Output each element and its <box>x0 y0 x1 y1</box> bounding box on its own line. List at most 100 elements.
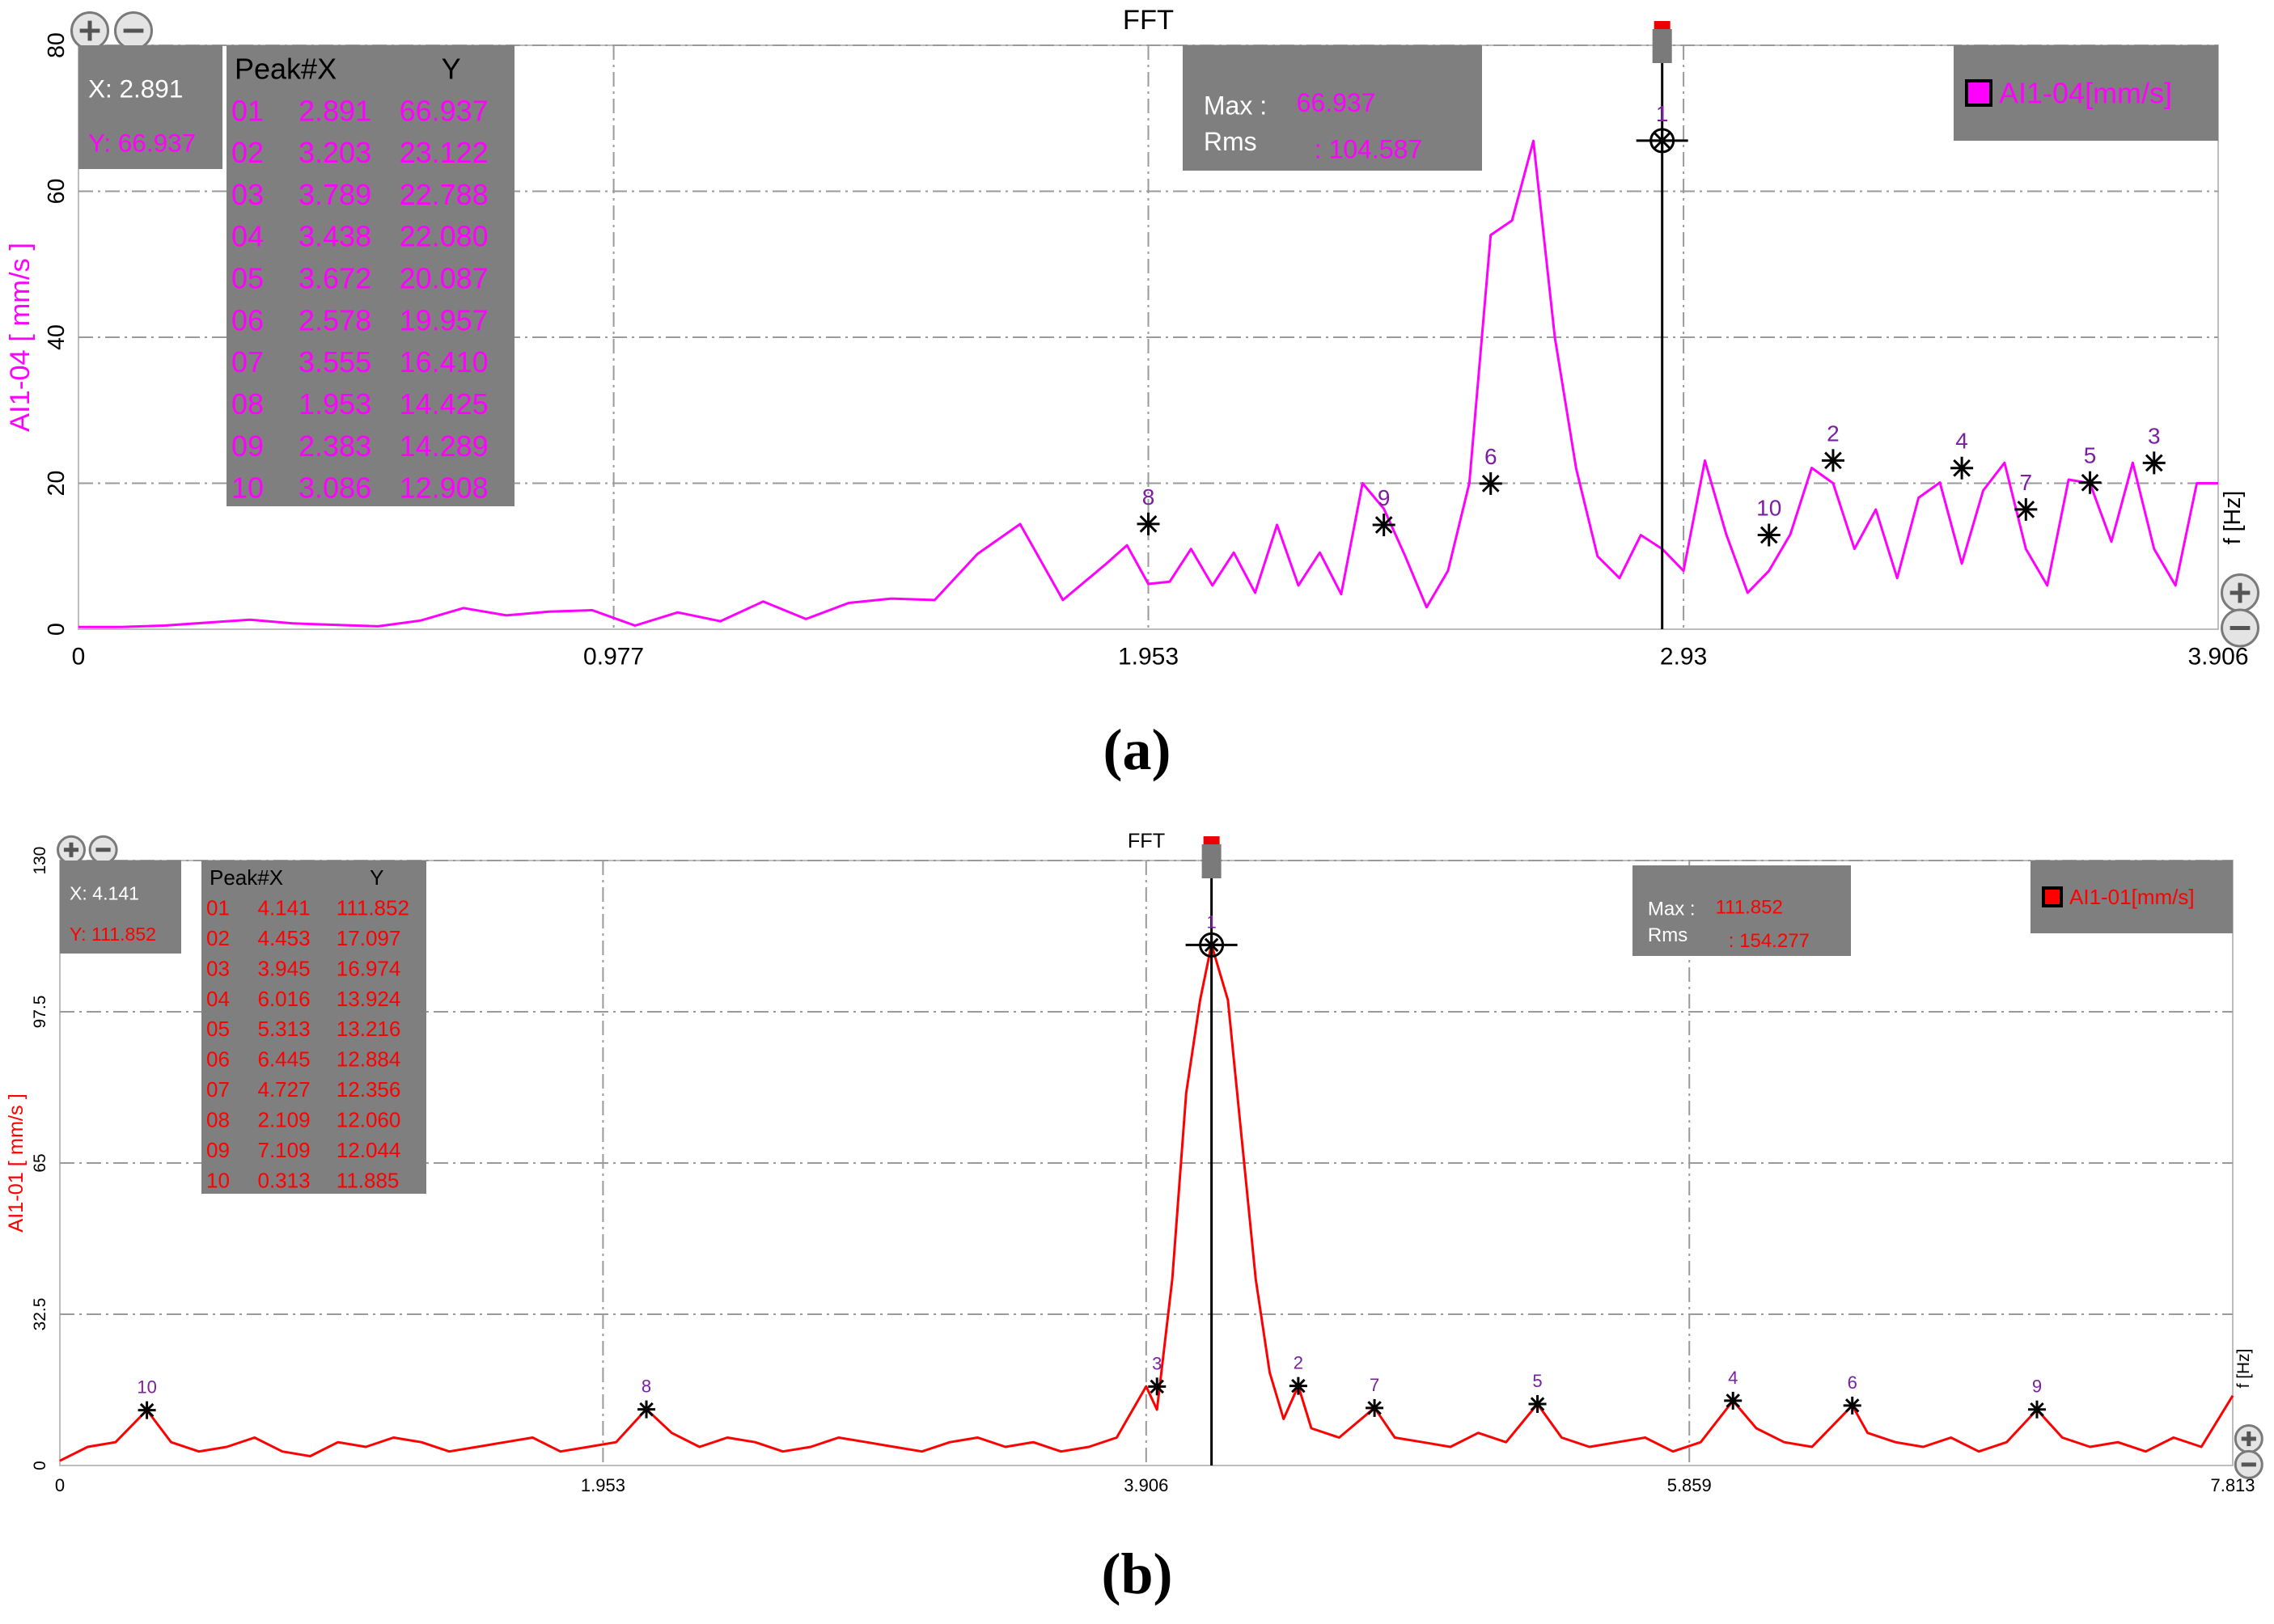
chart-title: FFT <box>1123 5 1174 36</box>
peak-table-cell: 12.356 <box>337 1077 401 1102</box>
peak-marker: 3 <box>2142 423 2166 475</box>
peak-star <box>1374 516 1393 534</box>
peak-table-cell: 03 <box>231 178 264 211</box>
y-axis-label: AI1-04 [ mm/s ] <box>5 243 36 432</box>
peak-marker: 6 <box>1479 444 1502 495</box>
peak-star <box>1291 1378 1306 1394</box>
cursor-readout-box <box>60 861 181 954</box>
x-zoom-in-icon[interactable] <box>2221 573 2259 612</box>
peak-table-cell: 19.957 <box>400 303 489 336</box>
peak-table-cell: 3.945 <box>258 956 311 980</box>
peak-table-header: Y <box>442 52 461 85</box>
peak-table-cell: 07 <box>231 345 264 379</box>
peak-table-cell: 07 <box>206 1077 230 1102</box>
peak-star <box>139 1402 155 1418</box>
peak-label: 1 <box>1206 911 1216 932</box>
peak-table-cell: 13.216 <box>337 1017 401 1041</box>
x-tick-label: 0 <box>55 1475 65 1495</box>
zoom-out-icon[interactable] <box>88 835 118 865</box>
peak-marker: 1 <box>1650 101 1674 152</box>
peak-table-box <box>227 45 515 506</box>
cursor-handle <box>1652 29 1672 63</box>
stats-box <box>1632 865 1851 956</box>
stats-rms-value: : 154.277 <box>1729 930 1810 952</box>
peak-table-cell: 11.885 <box>337 1169 400 1193</box>
peak-table-cell: 08 <box>206 1108 230 1132</box>
peak-table-cell: 04 <box>206 987 230 1011</box>
peak-label: 5 <box>2084 443 2097 468</box>
zoom-out-icon[interactable] <box>114 11 153 50</box>
peak-table-cell: 23.122 <box>400 136 489 169</box>
peak-table-header: Y <box>370 865 383 890</box>
zoom-in-icon[interactable] <box>70 11 109 50</box>
peak-star <box>1367 1401 1382 1415</box>
peak-table-cell: 13.924 <box>337 987 401 1011</box>
cursor-handle <box>1201 844 1222 878</box>
peak-marker: 2 <box>1821 421 1844 472</box>
legend-swatch <box>1965 79 1992 107</box>
peak-table-cell: 05 <box>231 262 264 295</box>
stats-rms-value: : 104.587 <box>1315 135 1422 164</box>
peak-label: 9 <box>2032 1377 2042 1397</box>
peak-label: 7 <box>1370 1375 1379 1395</box>
peak-table-cell: 12.884 <box>337 1047 401 1072</box>
peak-star <box>1653 132 1671 150</box>
x-zoom-out-icon[interactable] <box>2221 608 2259 648</box>
y-tick-label: 97.5 <box>31 996 49 1029</box>
peak-table-cell: 3.086 <box>299 472 371 505</box>
peak-table-cell: 02 <box>206 926 230 950</box>
x-tick-label: 3.906 <box>1124 1475 1168 1495</box>
peak-marker: 8 <box>637 1377 656 1419</box>
y-tick-label: 60 <box>44 179 70 205</box>
peak-star <box>1824 451 1842 470</box>
peak-table-cell: 4.141 <box>258 895 311 920</box>
x-tick-label: 3.906 <box>2187 644 2248 670</box>
stats-rms-label: Rms <box>1204 127 1257 156</box>
y-tick-label: 40 <box>44 324 70 350</box>
caption-b: (b) <box>1101 1542 1173 1606</box>
x-tick-label: 0 <box>72 644 86 670</box>
peak-table-cell: 6.445 <box>258 1047 311 1072</box>
cursor-readout-box <box>78 45 222 169</box>
peak-star <box>1759 526 1778 544</box>
x-zoom-in-icon[interactable] <box>2234 1424 2263 1453</box>
peak-table-cell: 3.789 <box>299 178 371 211</box>
stats-rms-label: Rms <box>1648 924 1688 946</box>
x-zoom-out-icon[interactable] <box>2234 1449 2263 1479</box>
peak-marker: 4 <box>1950 429 1974 480</box>
y-tick-label: 65 <box>31 1153 49 1172</box>
peak-star <box>1844 1398 1860 1413</box>
peak-table-cell: 02 <box>231 136 264 169</box>
peak-label: 3 <box>1152 1353 1162 1373</box>
peak-table-cell: 4.453 <box>258 926 311 950</box>
peak-table-cell: 08 <box>231 387 264 421</box>
peak-marker: 6 <box>1843 1372 1861 1415</box>
legend-box <box>2031 861 2233 933</box>
peak-marker: 7 <box>1366 1375 1384 1417</box>
stats-max-value: 111.852 <box>1716 896 1783 918</box>
zoom-in-icon[interactable] <box>57 835 86 865</box>
peak-star <box>1139 514 1158 533</box>
cursor-top-marker <box>1203 836 1220 844</box>
peak-star <box>1726 1394 1740 1408</box>
peak-marker: 10 <box>137 1377 157 1419</box>
peak-table-box <box>201 861 426 1194</box>
peak-table-cell: 10 <box>231 472 264 505</box>
peak-table-cell: 1.953 <box>299 387 371 421</box>
peak-table-cell: 17.097 <box>337 926 401 950</box>
peak-marker: 9 <box>2027 1377 2046 1419</box>
peak-table-cell: 14.425 <box>400 387 489 421</box>
y-tick-label: 20 <box>44 471 70 497</box>
x-tick-label: 0.977 <box>583 644 644 670</box>
peak-table-cell: 12.908 <box>400 472 489 505</box>
stats-max-value: 66.937 <box>1297 88 1376 117</box>
peak-star <box>1481 475 1500 493</box>
cursor-y-readout: Y: 111.852 <box>70 924 156 945</box>
peak-marker: 5 <box>1528 1371 1547 1413</box>
peak-table-cell: 3.438 <box>299 220 371 253</box>
stats-box <box>1183 45 1482 171</box>
peak-table-cell: 01 <box>206 895 230 920</box>
peak-star <box>1204 937 1219 953</box>
